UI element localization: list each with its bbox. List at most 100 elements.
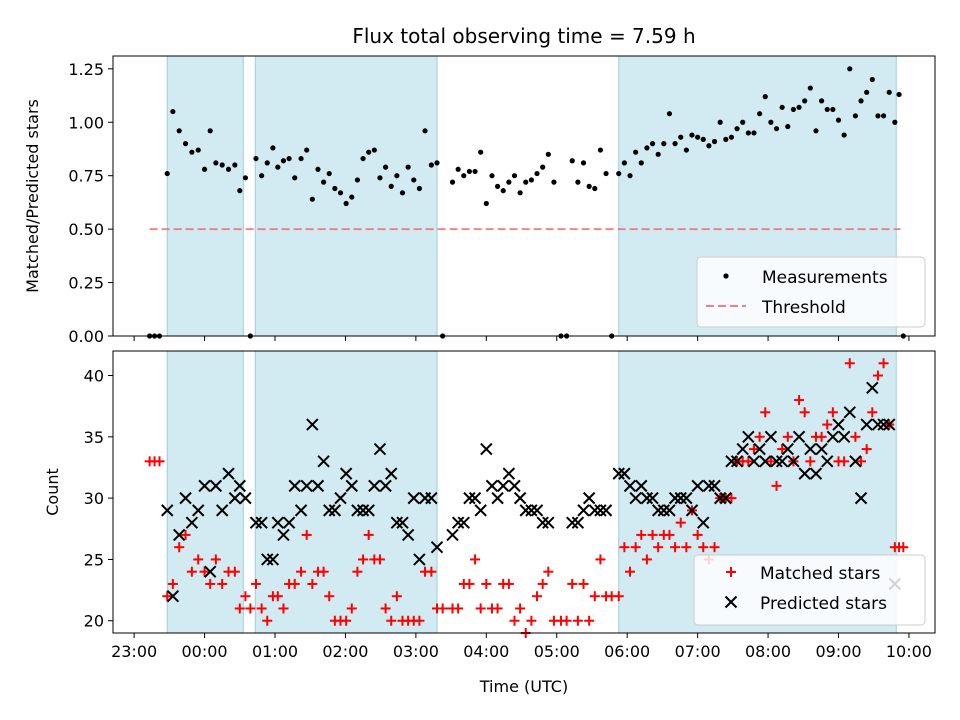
measurement-point: [394, 173, 400, 179]
matched-point: [217, 578, 228, 589]
matched-point: [380, 603, 391, 614]
measurement-point: [176, 128, 182, 134]
matched-point: [619, 542, 630, 553]
measurement-point: [678, 134, 684, 140]
matched-legend-glyph: [726, 567, 736, 577]
measurement-points: [147, 66, 906, 339]
x-tick-label: 01:00: [252, 642, 298, 661]
predicted-point: [166, 590, 180, 603]
matched-point: [754, 431, 765, 442]
measurement-point: [723, 136, 729, 142]
predicted-point: [502, 467, 516, 480]
measurement-point: [371, 147, 377, 153]
predicted-point: [463, 491, 476, 505]
matched-point: [765, 456, 776, 467]
matched-point: [193, 554, 204, 565]
measurement-point: [411, 177, 417, 183]
measurement-point: [545, 151, 551, 157]
measurement-point: [847, 66, 853, 72]
measurement-point: [382, 164, 389, 170]
predicted-point: [239, 491, 252, 505]
matched-point: [771, 480, 782, 491]
predicted-point: [577, 504, 590, 517]
matched-point: [437, 603, 448, 614]
matched-point: [296, 566, 307, 577]
matched-point: [229, 566, 240, 577]
predicted-point: [742, 430, 755, 444]
predicted-point: [618, 467, 631, 480]
bottom-y-ticks: 20 25 30 35 40: [84, 367, 113, 631]
matched-point: [748, 444, 759, 455]
matched-point: [584, 615, 595, 626]
top-legend-box: [696, 256, 926, 328]
matched-point: [567, 578, 578, 589]
measurement-point: [422, 128, 428, 134]
matched-point: [301, 529, 312, 540]
y-tick-label: 0.00: [68, 327, 104, 346]
bottom-y-axis-label: Count: [43, 468, 62, 516]
predicted-point: [821, 455, 834, 468]
matched-points: [144, 358, 909, 638]
x-tick-label: 07:00: [675, 642, 721, 661]
predicted-point: [849, 455, 862, 468]
predicted-point: [657, 504, 671, 517]
predicted-point: [294, 504, 308, 517]
measurement-point: [326, 170, 332, 177]
predicted-point: [390, 516, 404, 529]
predicted-point: [674, 491, 687, 505]
predicted-point: [612, 467, 625, 480]
top-y-ticks: 0.00 0.25 0.50 0.75 1.00 1.25: [68, 60, 113, 346]
measurement-point: [807, 85, 813, 91]
matched-point: [346, 603, 357, 614]
predicted-point: [282, 516, 296, 529]
measurement-point: [343, 200, 349, 207]
measurement-point: [644, 145, 650, 151]
measurement-point: [337, 190, 344, 196]
matched-point: [681, 542, 692, 553]
measurement-point: [259, 173, 265, 179]
matched-point: [167, 578, 178, 589]
bottom-x-ticks: 23:00 00:00 01:00 02:00 03:00 04:00 05:00 06:00…: [111, 633, 932, 661]
matched-point: [692, 529, 703, 540]
measurement-point: [399, 190, 406, 196]
top-axes-frame: [112, 55, 936, 337]
matched-point: [307, 578, 318, 589]
measurement-point: [264, 160, 270, 166]
measurement-point: [189, 149, 195, 155]
predicted-point: [759, 455, 772, 468]
measurement-point: [170, 108, 176, 115]
y-tick-label: 0.75: [68, 167, 104, 186]
measurement-point: [332, 185, 338, 192]
matched-point: [839, 456, 850, 467]
measurement-point: [219, 162, 225, 168]
predicted-point: [519, 504, 532, 517]
predicted-point: [843, 406, 856, 419]
predicted-point: [513, 491, 527, 505]
matched-point: [162, 591, 173, 602]
predicted-point: [385, 467, 398, 480]
predicted-point: [787, 455, 800, 468]
measurement-point: [592, 185, 598, 192]
measurement-point: [762, 94, 768, 100]
measurement-point: [275, 164, 281, 170]
measurement-point: [706, 143, 712, 149]
matched-point: [664, 529, 675, 540]
measurement-point: [489, 173, 495, 179]
predicted-point: [594, 504, 607, 517]
predicted-point: [425, 491, 438, 505]
matched-legend-marker: [726, 567, 736, 577]
predicted-point: [161, 504, 174, 517]
measurement-point: [354, 177, 361, 183]
predicted-legend-marker: [724, 595, 738, 609]
predicted-point: [379, 479, 392, 493]
measurement-point: [569, 158, 575, 164]
legend-predicted: Predicted stars: [760, 594, 887, 614]
predicted-point: [599, 504, 613, 517]
measurement-point: [575, 179, 581, 185]
measurement-point: [511, 173, 518, 179]
matched-point: [352, 566, 363, 577]
observing-window: [166, 350, 244, 634]
measurement-point: [824, 106, 830, 113]
measurement-point: [428, 162, 434, 168]
measurement-point: [388, 183, 394, 189]
